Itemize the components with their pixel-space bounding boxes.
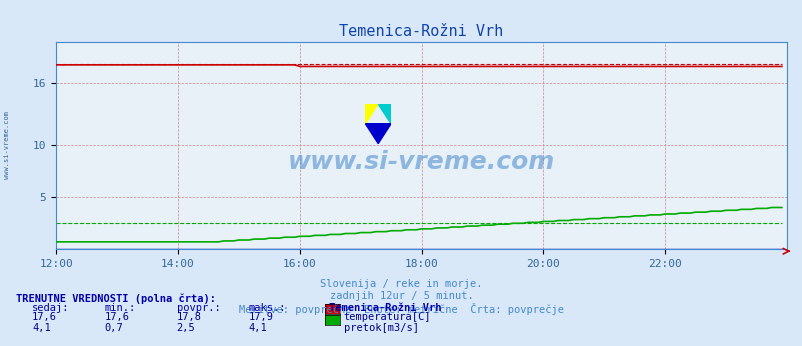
- Polygon shape: [365, 104, 378, 124]
- Text: 17,6: 17,6: [32, 312, 57, 322]
- Text: TRENUTNE VREDNOSTI (polna črta):: TRENUTNE VREDNOSTI (polna črta):: [16, 293, 216, 303]
- Text: 2,5: 2,5: [176, 323, 195, 333]
- Text: www.si-vreme.com: www.si-vreme.com: [288, 150, 554, 174]
- Polygon shape: [378, 104, 391, 124]
- Text: 0,7: 0,7: [104, 323, 123, 333]
- Text: zadnjih 12ur / 5 minut.: zadnjih 12ur / 5 minut.: [329, 291, 473, 301]
- Text: min.:: min.:: [104, 303, 136, 313]
- Polygon shape: [365, 124, 391, 144]
- Text: maks.:: maks.:: [249, 303, 286, 313]
- Text: 17,9: 17,9: [249, 312, 273, 322]
- Text: 17,6: 17,6: [104, 312, 129, 322]
- Text: Meritve: povprečne  Enote: metrične  Črta: povprečje: Meritve: povprečne Enote: metrične Črta:…: [239, 303, 563, 315]
- Text: povpr.:: povpr.:: [176, 303, 220, 313]
- Title: Temenica-Rožni Vrh: Temenica-Rožni Vrh: [339, 24, 503, 39]
- Text: 4,1: 4,1: [249, 323, 267, 333]
- Text: pretok[m3/s]: pretok[m3/s]: [343, 323, 418, 333]
- Text: sedaj:: sedaj:: [32, 303, 70, 313]
- Text: Temenica-Rožni Vrh: Temenica-Rožni Vrh: [329, 303, 441, 313]
- Text: 17,8: 17,8: [176, 312, 201, 322]
- Text: Slovenija / reke in morje.: Slovenija / reke in morje.: [320, 279, 482, 289]
- Text: www.si-vreme.com: www.si-vreme.com: [4, 111, 10, 179]
- Text: 4,1: 4,1: [32, 323, 51, 333]
- Text: temperatura[C]: temperatura[C]: [343, 312, 431, 322]
